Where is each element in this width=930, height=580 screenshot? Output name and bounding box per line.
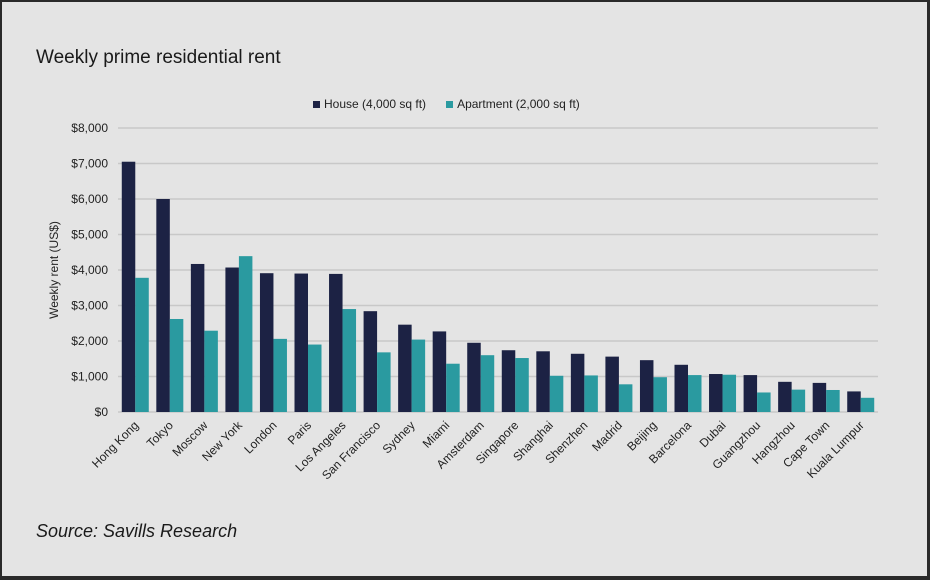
legend-item-house: House (4,000 sq ft) [313, 97, 426, 111]
bar-apartment [653, 377, 667, 412]
legend-swatch-house [313, 100, 320, 108]
y-tick-label: $4,000 [71, 263, 108, 277]
bar-house [432, 331, 447, 412]
y-tick-label: $6,000 [71, 192, 108, 206]
x-tick-label: Paris [285, 418, 314, 447]
bar-house [709, 374, 723, 412]
bar-house [121, 161, 136, 412]
bar-apartment [446, 363, 460, 412]
legend-item-apartment: Apartment (2,000 sq ft) [446, 97, 580, 111]
bar-house [812, 382, 827, 412]
bar-apartment [860, 397, 875, 412]
bar-apartment [826, 389, 840, 412]
y-tick-label: $7,000 [71, 157, 108, 171]
bar-apartment [238, 256, 253, 412]
bar-house [639, 360, 654, 412]
bar-apartment [791, 389, 806, 412]
bar-house [190, 263, 205, 412]
y-tick-label: $5,000 [71, 228, 108, 242]
chart-title: Weekly prime residential rent [36, 47, 281, 68]
source-note: Source: Savills Research [36, 521, 238, 541]
bar-apartment [757, 392, 771, 412]
legend-label-apartment: Apartment (2,000 sq ft) [457, 97, 580, 111]
bar-apartment [618, 384, 633, 412]
bar-house [156, 199, 170, 412]
bar-apartment [688, 375, 702, 412]
x-tick-label: Madrid [589, 418, 625, 454]
bar-apartment [135, 277, 149, 412]
bar-apartment [169, 318, 184, 412]
y-tick-label: $8,000 [71, 121, 108, 135]
legend-label-house: House (4,000 sq ft) [324, 97, 427, 111]
x-tick-label: Miami [420, 418, 453, 451]
bar-house [570, 353, 585, 412]
x-tick-label: Tokyo [144, 418, 176, 450]
bar-house [536, 351, 550, 412]
bar-apartment [204, 330, 218, 412]
bar-apartment [377, 352, 391, 412]
x-tick-label: London [241, 418, 279, 456]
bar-house [294, 273, 308, 412]
bar-house [259, 273, 274, 412]
bar-house [778, 381, 792, 412]
bar-house [363, 311, 378, 412]
y-tick-label: $3,000 [71, 299, 108, 313]
bar-house [501, 350, 516, 412]
y-tick-label: $0 [95, 405, 109, 419]
bar-apartment [411, 339, 426, 412]
y-tick-label: $2,000 [71, 334, 108, 348]
bar-apartment [515, 358, 529, 412]
x-tick-label: Sydney [380, 418, 418, 456]
bar-apartment [722, 374, 737, 412]
y-tick-label: $1,000 [71, 370, 108, 384]
y-axis-label: Weekly rent (US$) [47, 221, 61, 319]
bar-house [329, 273, 343, 412]
bar-apartment [549, 375, 564, 412]
bar-house [225, 267, 239, 412]
bar-house [467, 342, 481, 412]
bar-apartment [480, 355, 495, 412]
x-tick-label: Hong Kong [89, 418, 141, 470]
x-tick-label: Dubai [697, 418, 729, 450]
bar-house [674, 364, 688, 412]
bar-apartment [308, 344, 322, 412]
bar-apartment [273, 338, 287, 412]
legend: House (4,000 sq ft) Apartment (2,000 sq … [313, 97, 580, 111]
bar-apartment [584, 375, 598, 412]
bar-house [847, 391, 861, 412]
bar-house [605, 356, 619, 412]
legend-swatch-apartment [446, 100, 454, 108]
bar-apartment [342, 309, 357, 412]
bar-house [743, 375, 758, 412]
bar-house [398, 324, 412, 412]
